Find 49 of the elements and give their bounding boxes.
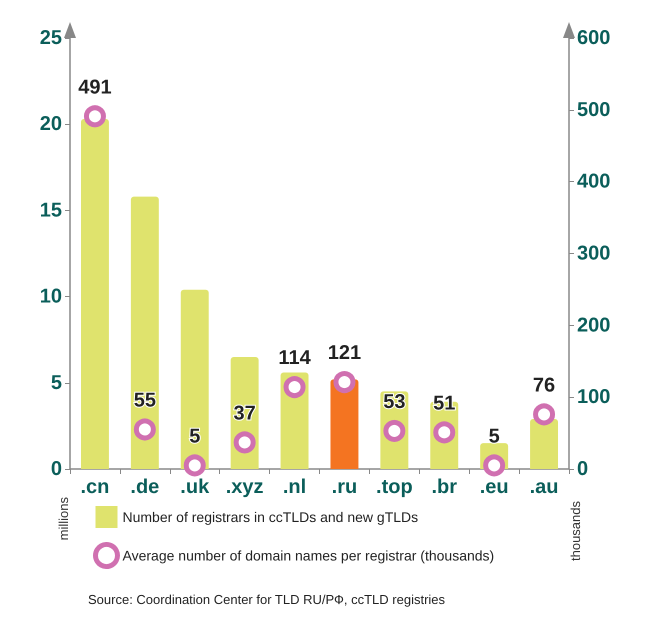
y2-axis-title: thousands xyxy=(568,500,583,561)
data-label: 491 xyxy=(78,76,112,98)
point xyxy=(184,454,206,476)
data-label: 5 xyxy=(189,425,200,448)
point xyxy=(134,418,156,440)
x-tick-label: .xyz xyxy=(226,476,264,498)
y2-tick-label: 200 xyxy=(577,314,610,336)
y-tick-label: 5 xyxy=(50,372,62,394)
bar xyxy=(530,419,558,469)
data-label: 114 xyxy=(278,347,312,370)
x-tick-label: .uk xyxy=(180,476,210,498)
bar xyxy=(80,119,109,469)
y2-tick-label: 600 xyxy=(577,27,610,49)
point xyxy=(234,431,256,454)
point xyxy=(284,376,306,398)
legend-label: Number of registrars in ccTLDs and new gTLDs xyxy=(122,509,418,525)
y-axis-title: millions xyxy=(56,496,71,540)
source-note: Source: Coordination Center for TLD RU/РФ, ccTLD registries xyxy=(88,592,446,607)
y-tick-label: 10 xyxy=(40,286,62,308)
data-label: 55 xyxy=(134,389,156,412)
point xyxy=(533,403,556,426)
bar xyxy=(180,290,209,469)
point xyxy=(84,105,106,128)
x-tick-label: .nl xyxy=(282,476,306,498)
data-label: 37 xyxy=(234,402,256,424)
x-tick-label: .top xyxy=(376,476,413,498)
bar xyxy=(330,379,358,469)
data-label: 121 xyxy=(328,342,362,364)
x-tick-label: .au xyxy=(530,476,559,498)
x-tick-label: .de xyxy=(130,476,160,498)
x-tick-label: .cn xyxy=(80,476,110,498)
y-tick-label: 0 xyxy=(50,458,62,480)
point xyxy=(333,371,356,394)
x-tick-label: .eu xyxy=(480,476,509,498)
x-tick-label: .br xyxy=(431,476,458,498)
y-tick-label: 25 xyxy=(40,27,62,49)
legend-label: Average number of domain names per registrar (thousands) xyxy=(122,548,494,564)
bar xyxy=(130,196,159,469)
x-tick-label: .ru xyxy=(332,476,358,498)
y2-tick-label: 500 xyxy=(577,98,610,121)
data-label: 53 xyxy=(383,390,406,413)
data-label: 76 xyxy=(532,374,556,396)
y2-tick-label: 300 xyxy=(577,242,610,264)
y2-tick-label: 0 xyxy=(577,458,588,480)
data-label: 5 xyxy=(488,425,500,448)
y-tick-label: 20 xyxy=(40,113,62,136)
y2-tick-label: 400 xyxy=(577,170,610,193)
y-tick-label: 15 xyxy=(40,199,62,222)
y2-tick-label: 100 xyxy=(577,386,610,408)
